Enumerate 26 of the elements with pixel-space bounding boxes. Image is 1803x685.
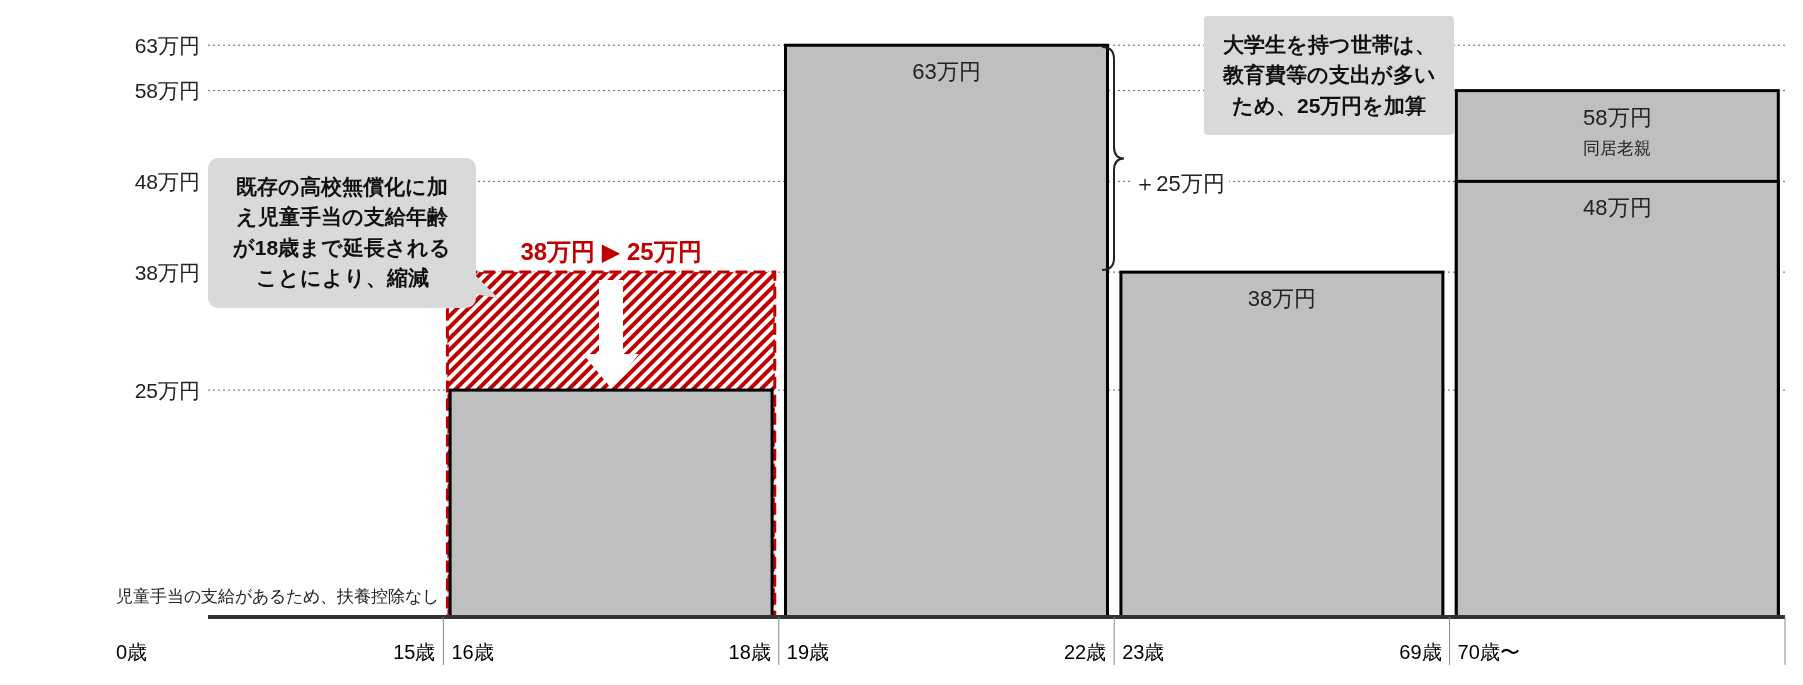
y-tick-label: 48万円 bbox=[134, 169, 200, 193]
data-label: 38万円 bbox=[1247, 286, 1317, 312]
data-label: 58万円 bbox=[1583, 104, 1652, 130]
data-label: 48万円 bbox=[1583, 195, 1652, 221]
text: 18歳 bbox=[728, 641, 771, 663]
annotation: 同居老親 bbox=[1582, 137, 1653, 160]
annotation: 児童手当の支給があるため、扶養控除なし bbox=[116, 586, 439, 608]
annotation: 38万円 ▶ 25万円 bbox=[520, 238, 702, 266]
text: 19歳 bbox=[786, 641, 830, 663]
text: 15歳 bbox=[393, 641, 436, 663]
y-tick-label: 38万円 bbox=[134, 260, 200, 284]
callout-box: 大学生を持つ世帯は、教育費等の支出が多いため、25万円を加算 bbox=[1204, 16, 1455, 136]
data-label: 63万円 bbox=[912, 59, 981, 85]
text: 0歳 bbox=[116, 641, 148, 663]
bar bbox=[1119, 270, 1445, 617]
annotation: ＋25万円 bbox=[1130, 168, 1229, 199]
y-tick-label: 25万円 bbox=[134, 378, 200, 402]
text: 69歳 bbox=[1399, 641, 1442, 663]
text: 22歳 bbox=[1063, 641, 1107, 663]
bar bbox=[784, 43, 1109, 617]
text: 70歳〜 bbox=[1457, 641, 1520, 663]
text: 16歳 bbox=[451, 641, 494, 663]
text: 23歳 bbox=[1122, 641, 1165, 663]
bar bbox=[448, 388, 774, 617]
y-tick-label: 63万円 bbox=[134, 33, 200, 57]
y-tick-label: 58万円 bbox=[134, 79, 200, 103]
